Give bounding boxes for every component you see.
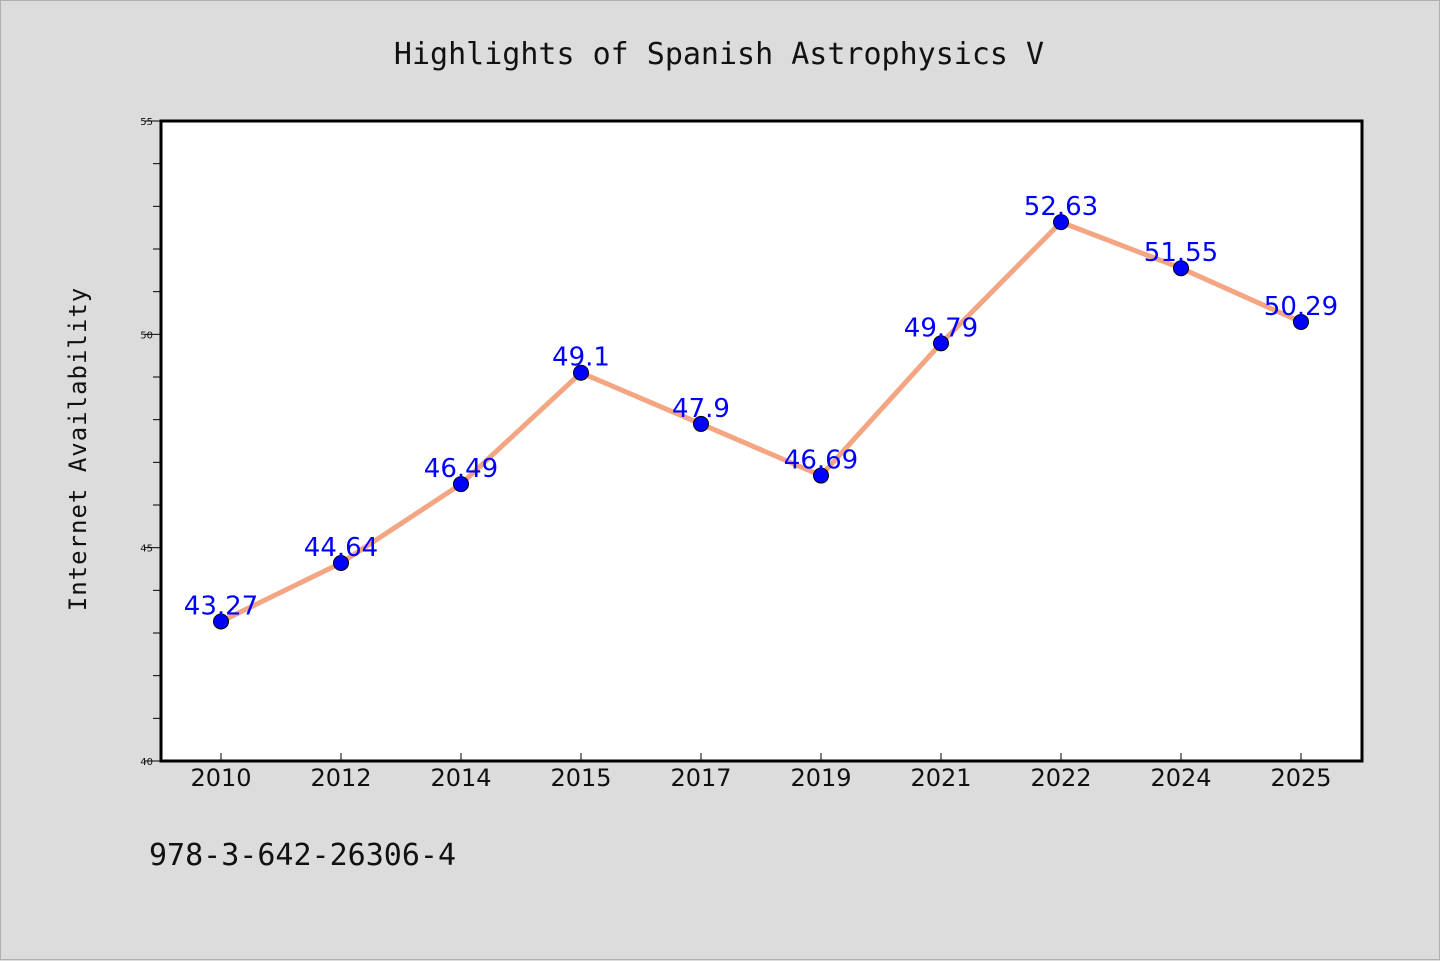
x-tick-label: 2024 xyxy=(1150,764,1211,792)
data-point-marker xyxy=(1293,313,1309,330)
y-tick-label: 45 xyxy=(140,544,153,555)
x-tick-label: 2012 xyxy=(310,764,371,792)
data-label: 46.49 xyxy=(424,454,498,484)
x-tick-label: 2017 xyxy=(670,764,731,792)
data-label: 47.9 xyxy=(672,394,730,424)
y-tick-label: 50 xyxy=(140,330,153,341)
x-tick-label: 2021 xyxy=(910,764,971,792)
x-axis-ticks: 2010 2012 2014 2015 2017 2019 2021 2022 2024 2025 xyxy=(190,753,1332,792)
data-point-marker xyxy=(333,555,349,572)
chart-title: Highlights of Spanish Astrophysics V xyxy=(394,37,1044,72)
x-tick-label: 2019 xyxy=(790,764,851,792)
x-tick-label: 2014 xyxy=(430,764,491,792)
y-axis-label: Internet Availability xyxy=(64,287,92,611)
data-label: 51.55 xyxy=(1144,238,1218,268)
data-label: 50.29 xyxy=(1264,292,1338,322)
data-point-marker xyxy=(1173,260,1189,277)
isbn-footer: 978-3-642-26306-4 xyxy=(149,838,456,873)
data-point-marker xyxy=(933,335,949,352)
y-tick-label: 40 xyxy=(140,757,153,768)
data-label: 49.79 xyxy=(904,313,978,343)
x-tick-label: 2022 xyxy=(1030,764,1091,792)
x-tick-label: 2015 xyxy=(550,764,611,792)
data-label: 52.63 xyxy=(1024,192,1098,222)
data-point-marker xyxy=(573,364,589,381)
data-point-marker xyxy=(1053,214,1069,231)
series-line xyxy=(218,219,1304,624)
data-label: 46.69 xyxy=(784,446,858,476)
y-tick-label: 55 xyxy=(140,117,153,128)
y-axis-ticks: 40 45 50 55 xyxy=(140,117,161,768)
data-point-marker xyxy=(693,415,709,432)
plot-area xyxy=(159,119,1364,763)
x-tick-label: 2010 xyxy=(190,764,251,792)
data-point-marker xyxy=(453,476,469,493)
data-label: 44.64 xyxy=(304,533,378,563)
series-layer: 43.27 44.64 46.49 49.1 47.9 46.69 49.79 52.63 51… xyxy=(184,192,1338,630)
data-point-marker xyxy=(813,467,829,484)
x-tick-label: 2025 xyxy=(1270,764,1331,792)
data-point-marker xyxy=(213,613,229,630)
data-label: 43.27 xyxy=(184,591,258,621)
data-label: 49.1 xyxy=(552,343,610,373)
